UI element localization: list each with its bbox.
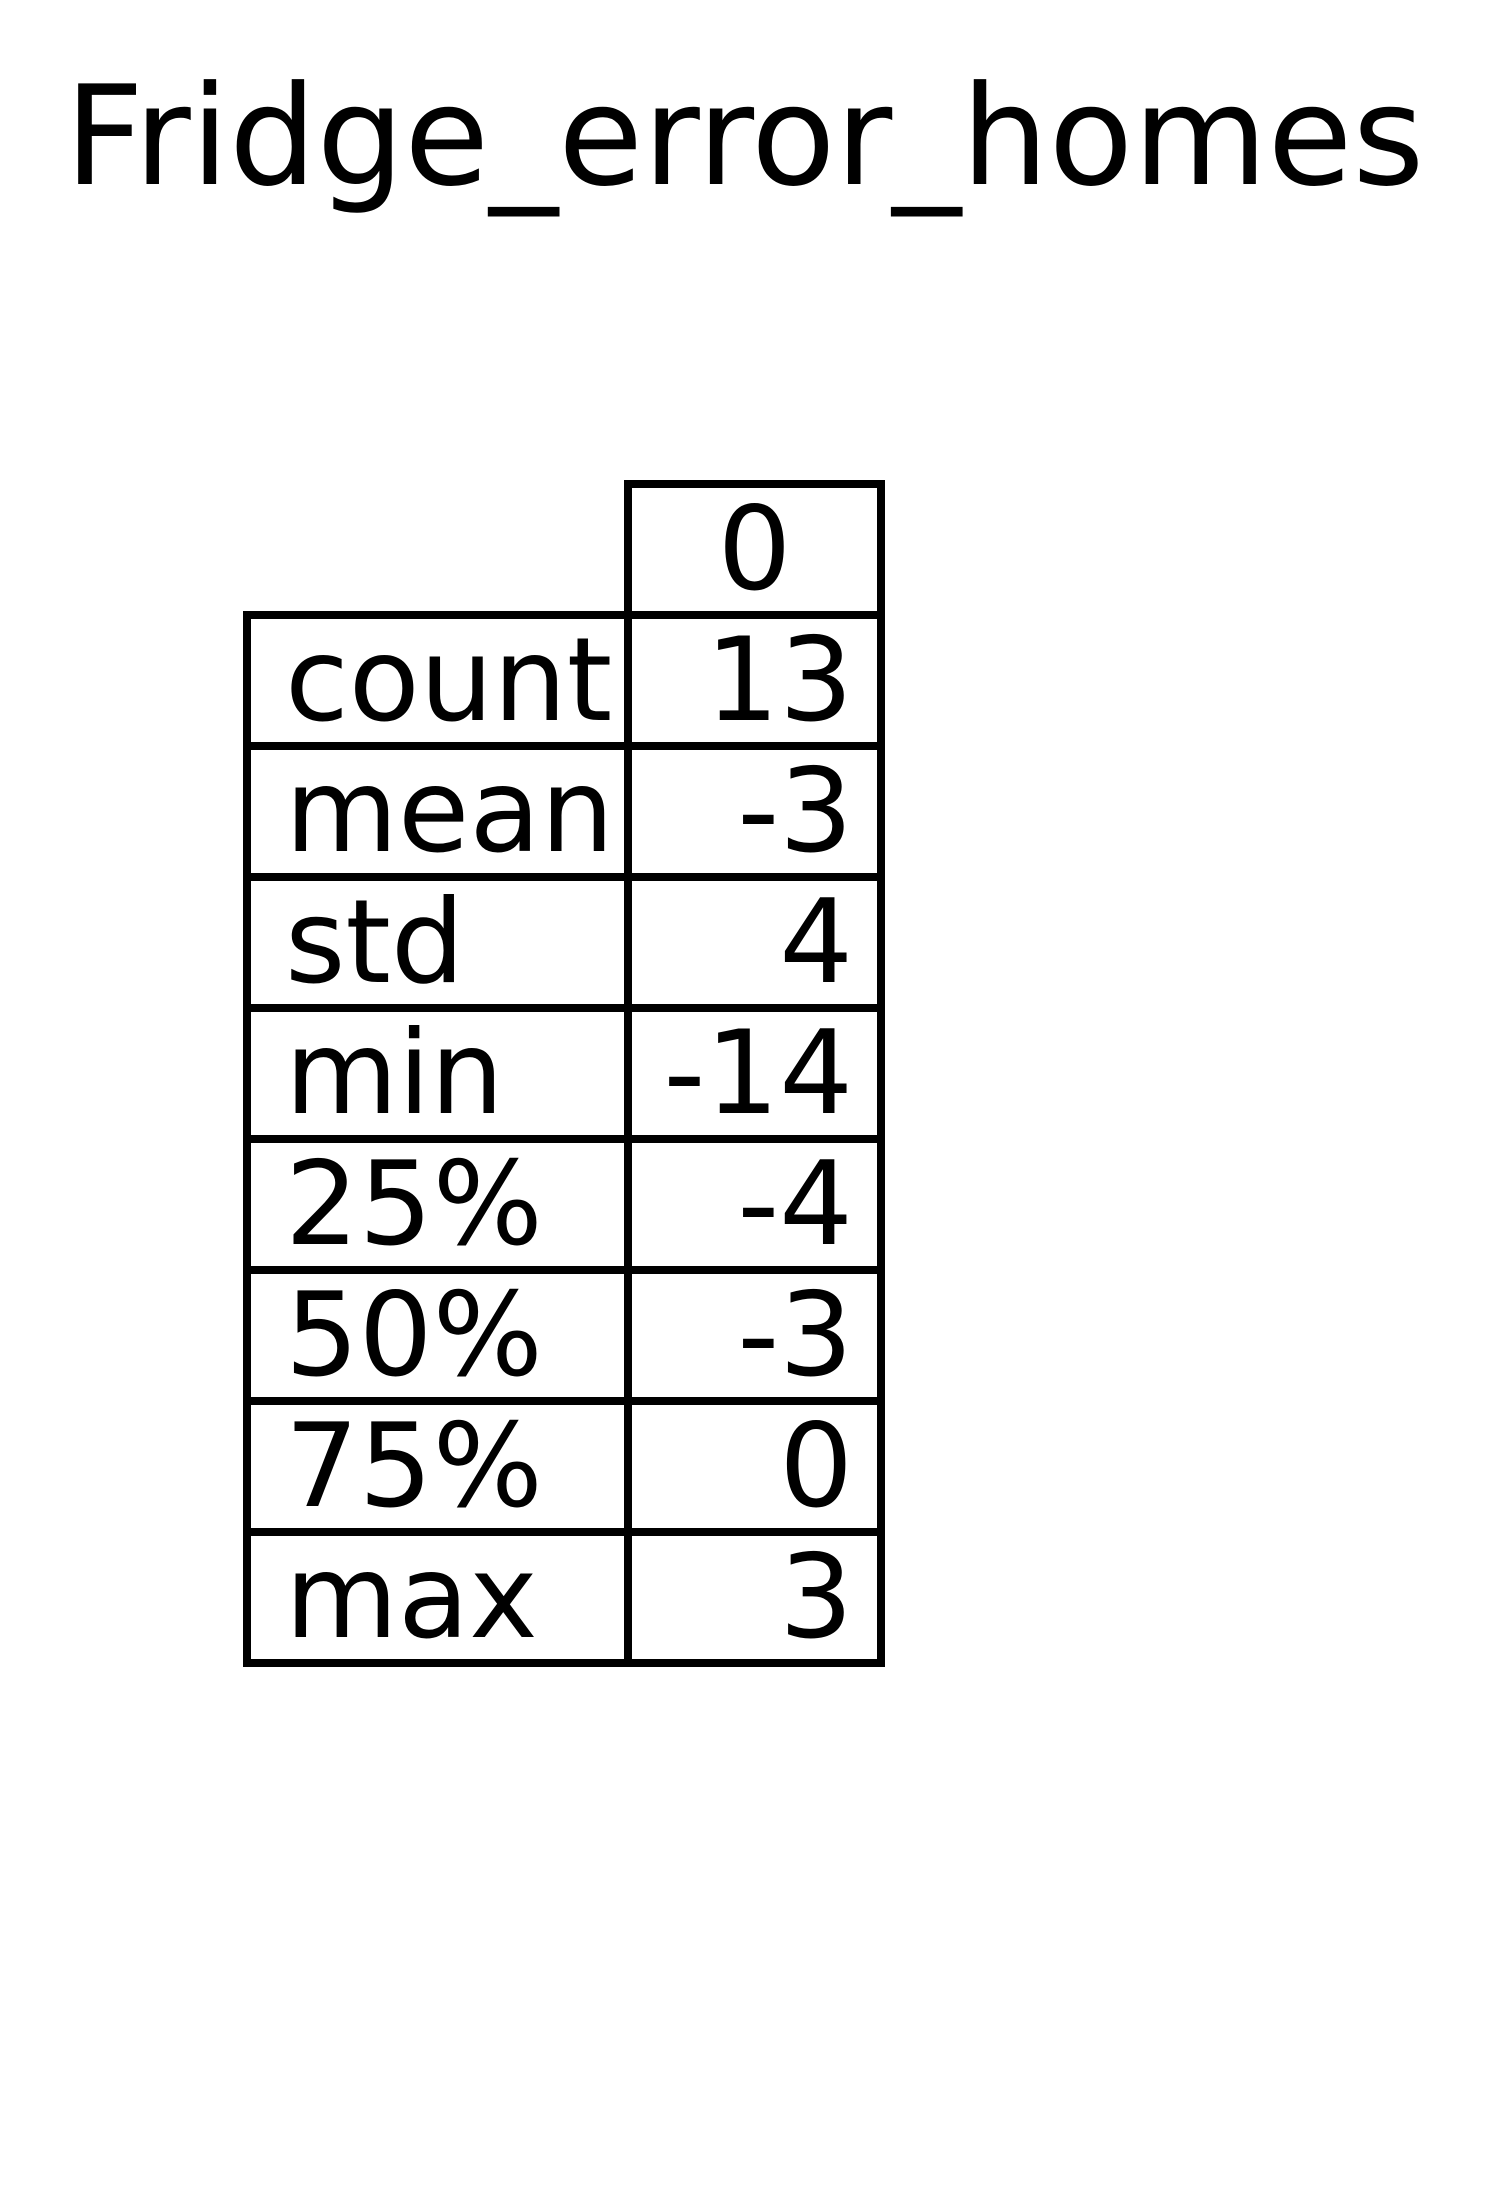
row-value: 3 <box>624 1528 885 1667</box>
row-label: 25% <box>243 1135 632 1274</box>
stats-table: 0 count 13 mean -3 std 4 min -14 25% -4 <box>243 480 885 1667</box>
table-body: count 13 mean -3 std 4 min -14 25% -4 50… <box>243 611 885 1667</box>
row-label: mean <box>243 742 632 881</box>
row-value: -3 <box>624 742 885 881</box>
table-row: max 3 <box>243 1528 885 1667</box>
row-value: -14 <box>624 1004 885 1143</box>
table-corner-cell <box>247 484 632 619</box>
table-row: std 4 <box>243 873 885 1012</box>
row-label: max <box>243 1528 632 1667</box>
row-label: 50% <box>243 1266 632 1405</box>
row-value: 0 <box>624 1397 885 1536</box>
row-value: -3 <box>624 1266 885 1405</box>
table-row: min -14 <box>243 1004 885 1143</box>
chart-title: Fridge_error_homes <box>64 56 1425 217</box>
stats-table-container: 0 count 13 mean -3 std 4 min -14 25% -4 <box>243 480 885 1667</box>
row-label: min <box>243 1004 632 1143</box>
table-header-row: 0 <box>247 480 885 619</box>
row-value: -4 <box>624 1135 885 1274</box>
row-label: 75% <box>243 1397 632 1536</box>
row-value: 13 <box>624 611 885 750</box>
table-row: 50% -3 <box>243 1266 885 1405</box>
column-header: 0 <box>624 480 885 619</box>
table-row: count 13 <box>243 611 885 750</box>
table-row: mean -3 <box>243 742 885 881</box>
row-label: count <box>243 611 632 750</box>
table-row: 25% -4 <box>243 1135 885 1274</box>
row-value: 4 <box>624 873 885 1012</box>
row-label: std <box>243 873 632 1012</box>
table-row: 75% 0 <box>243 1397 885 1536</box>
